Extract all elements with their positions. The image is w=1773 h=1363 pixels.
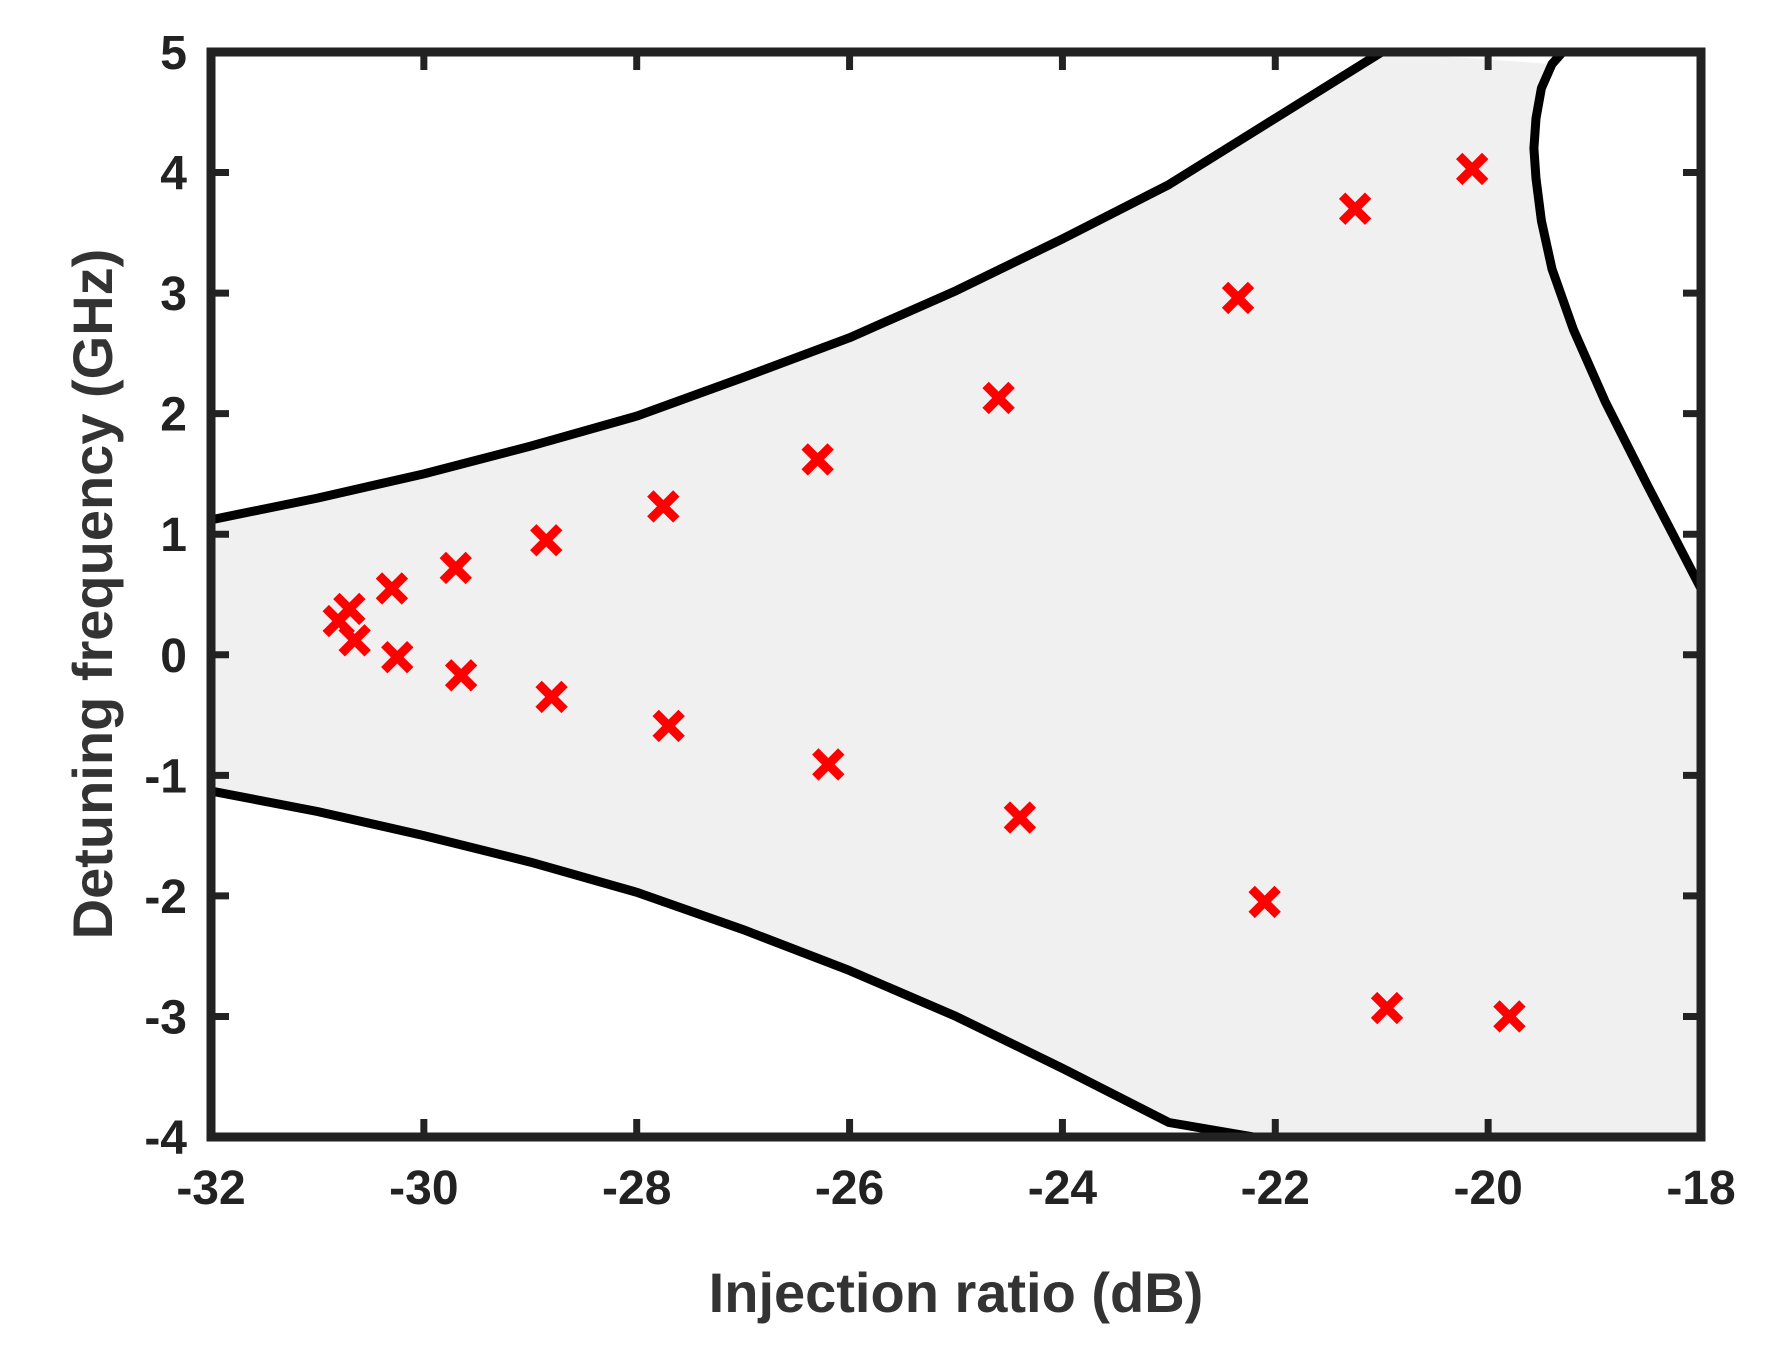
y-tick-label: 2 bbox=[160, 389, 187, 442]
data-point bbox=[375, 572, 409, 605]
y-tick-label: -2 bbox=[144, 871, 187, 924]
data-point bbox=[1493, 1000, 1526, 1033]
y-tick-label: -4 bbox=[144, 1112, 187, 1165]
data-point bbox=[812, 748, 845, 781]
data-point bbox=[652, 709, 685, 743]
y-tick-label: 3 bbox=[160, 268, 187, 321]
data-point bbox=[1370, 991, 1404, 1025]
y-tick-label: 4 bbox=[160, 148, 187, 201]
data-point bbox=[1003, 801, 1037, 834]
y-tick-label: 5 bbox=[160, 27, 187, 80]
upper-boundary-curve bbox=[211, 52, 1387, 525]
x-tick-label: -20 bbox=[1453, 1162, 1522, 1215]
plot-frame bbox=[206, 47, 1706, 1142]
x-tick-label: -24 bbox=[1028, 1162, 1098, 1215]
data-point bbox=[439, 551, 472, 585]
x-tick-label: -26 bbox=[815, 1162, 884, 1215]
y-tick-label: 1 bbox=[160, 509, 187, 562]
data-point bbox=[338, 624, 371, 657]
data-point bbox=[444, 659, 478, 692]
y-axis-title: Detuning frequency (GHz) bbox=[61, 249, 124, 940]
data-point bbox=[530, 524, 563, 557]
data-point bbox=[982, 381, 1015, 415]
x-tick-label: -28 bbox=[602, 1162, 671, 1215]
x-tick-label: -30 bbox=[389, 1162, 458, 1215]
x-tick-label: -32 bbox=[176, 1162, 245, 1215]
data-point bbox=[801, 443, 834, 476]
x-tick-label: -18 bbox=[1666, 1162, 1735, 1215]
data-point bbox=[1455, 152, 1489, 186]
data-point bbox=[1221, 281, 1255, 315]
x-tick-label: -22 bbox=[1241, 1162, 1310, 1215]
locking-region bbox=[211, 52, 1701, 1137]
data-point bbox=[333, 592, 366, 626]
lower-boundary-curve bbox=[211, 786, 1259, 1137]
data-point bbox=[535, 680, 568, 714]
data-point bbox=[381, 641, 414, 674]
y-tick-label: -1 bbox=[144, 750, 187, 803]
data-point bbox=[1248, 885, 1281, 919]
data-point bbox=[1338, 192, 1372, 225]
y-tick-label: 0 bbox=[160, 630, 187, 683]
y-tick-label: -3 bbox=[144, 991, 187, 1044]
data-point bbox=[647, 490, 680, 523]
hopf-boundary-curve bbox=[1529, 52, 1701, 593]
x-axis-title: Injection ratio (dB) bbox=[709, 1261, 1204, 1324]
